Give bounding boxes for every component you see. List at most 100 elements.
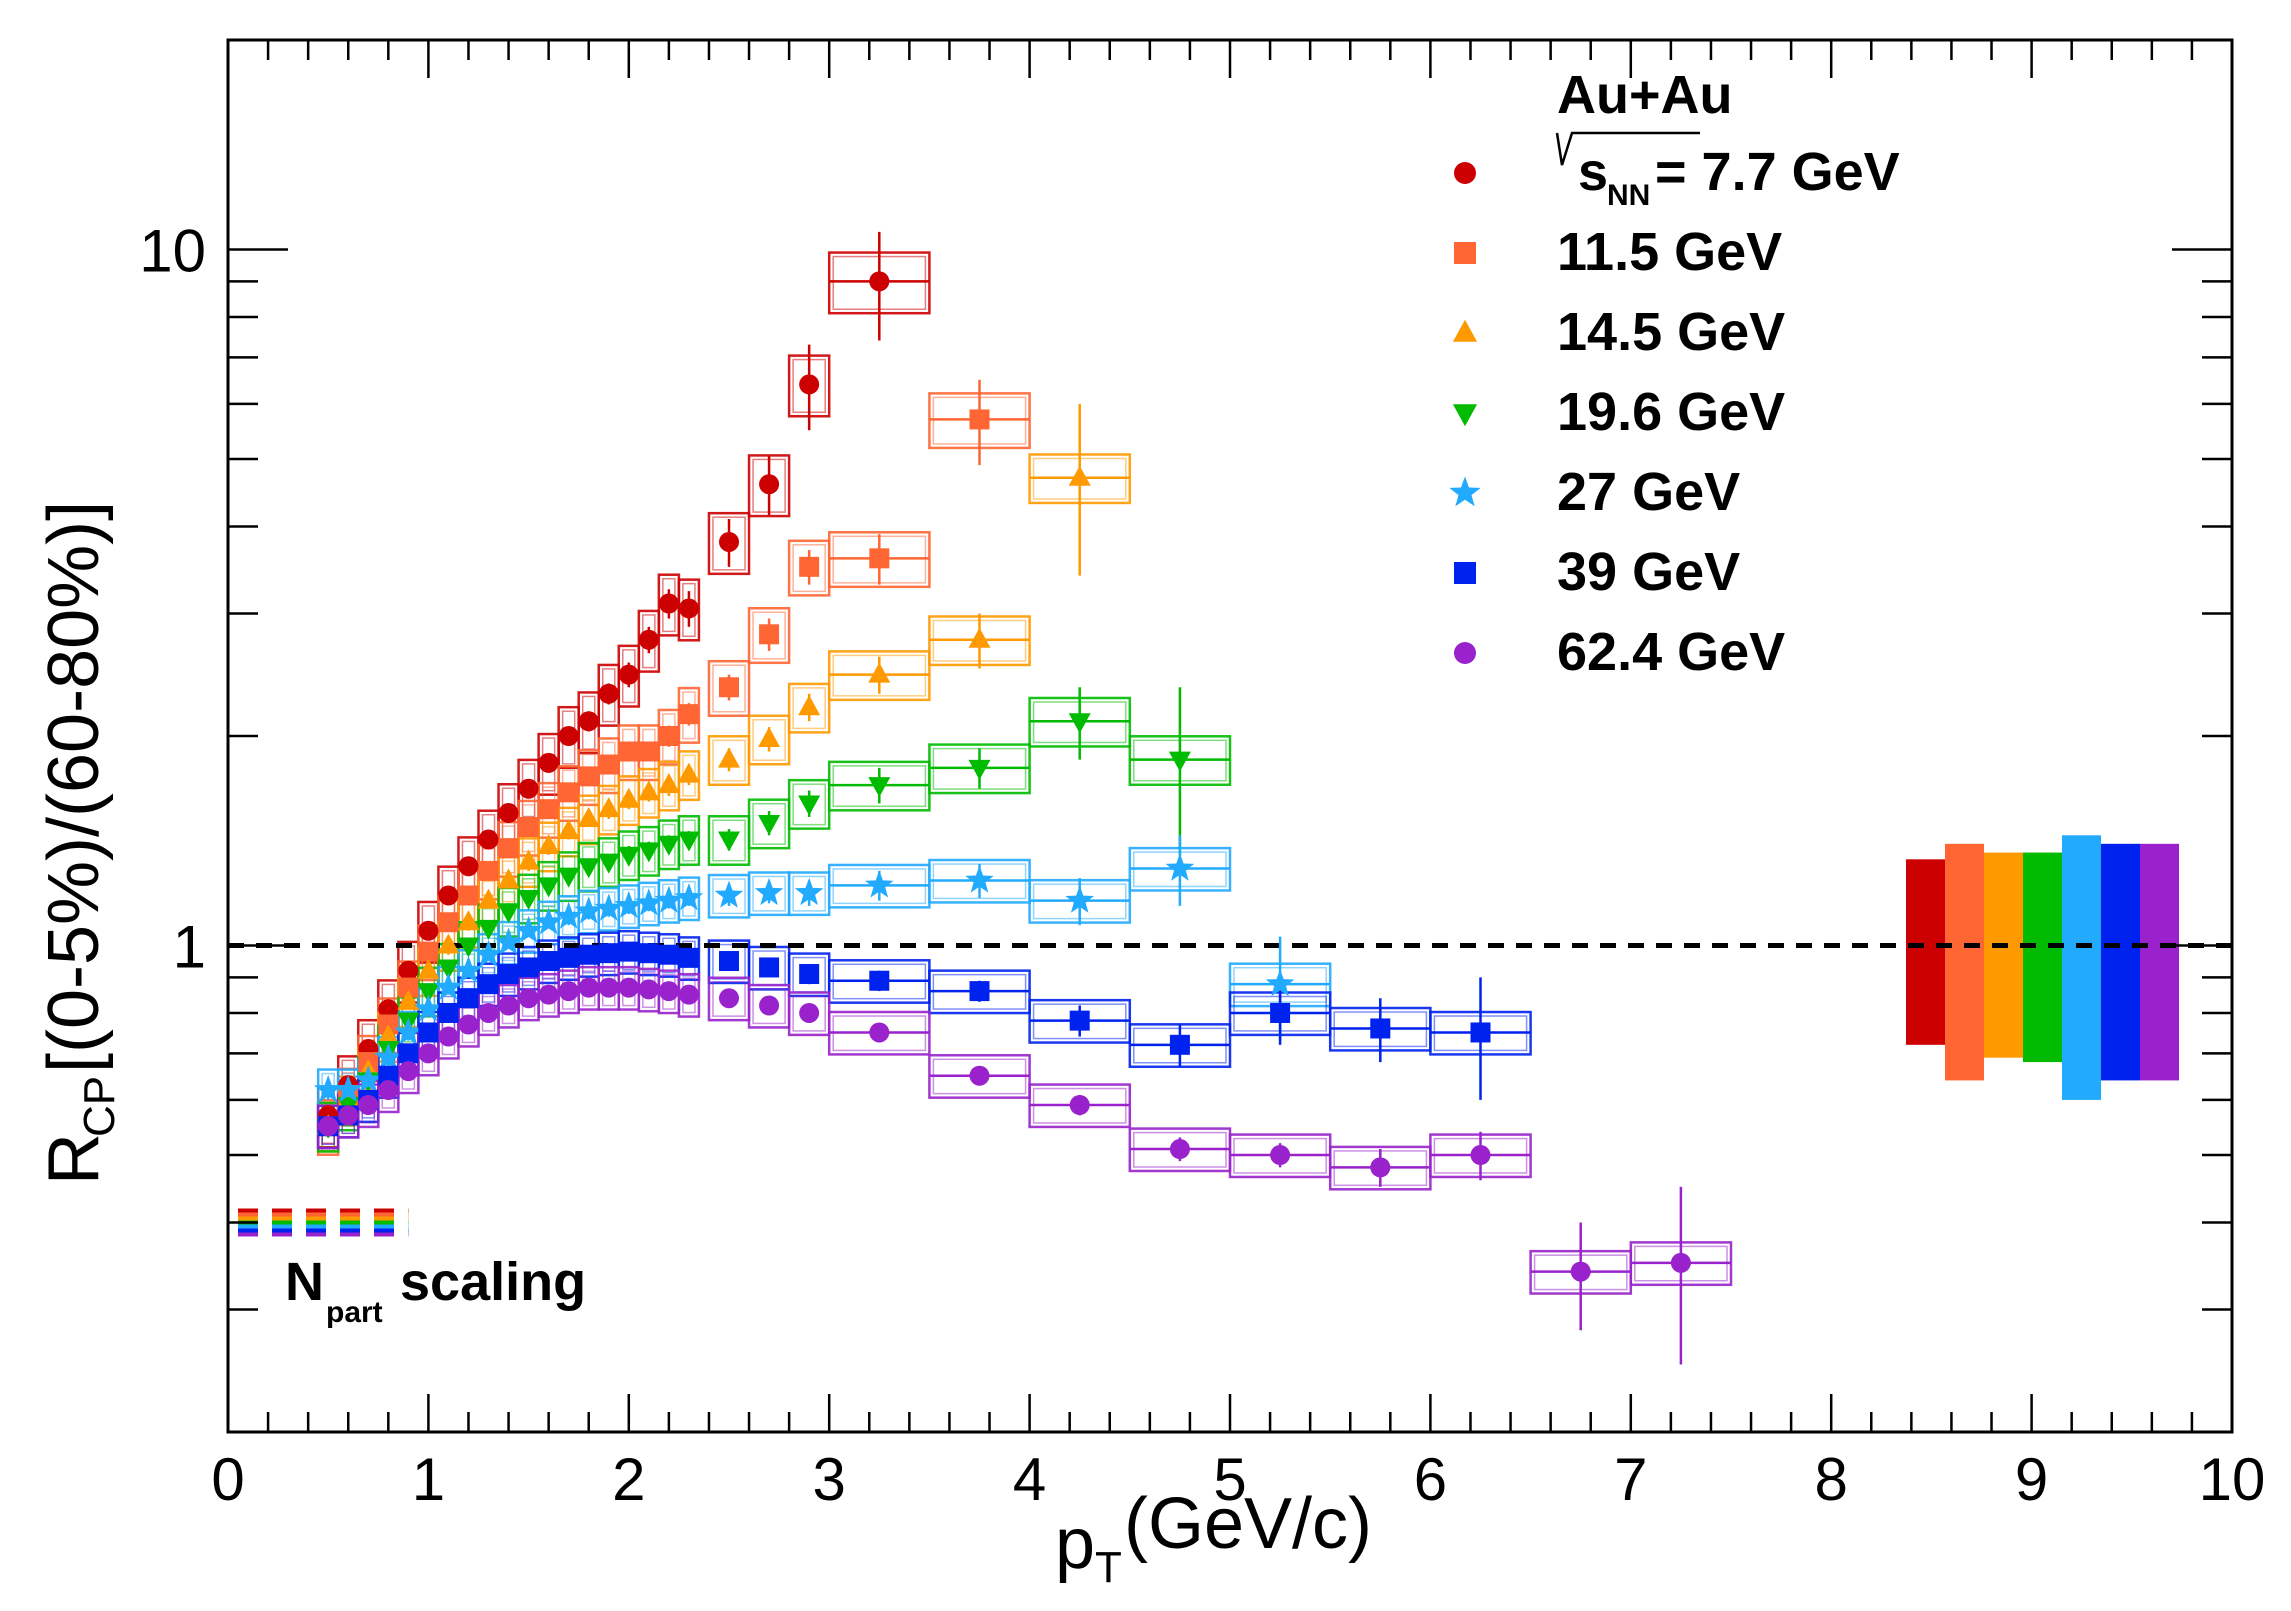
data-point bbox=[518, 957, 539, 978]
systematic-box-inner bbox=[752, 875, 786, 912]
x-tick-label: 9 bbox=[2015, 1446, 2048, 1513]
data-point bbox=[477, 888, 500, 909]
data-point bbox=[638, 943, 659, 964]
normalization-band bbox=[2140, 843, 2179, 1081]
data-point bbox=[377, 1024, 400, 1045]
y-axis-title-main: R bbox=[34, 1133, 114, 1185]
npart-label-rest: scaling bbox=[400, 1252, 586, 1312]
data-point bbox=[378, 999, 399, 1020]
data-point bbox=[518, 988, 539, 1009]
data-point bbox=[394, 1017, 423, 1045]
data-point bbox=[799, 964, 820, 985]
data-point bbox=[498, 964, 519, 985]
legend-sqrt-s-suffix: = 7.7 GeV bbox=[1655, 142, 1900, 202]
data-point bbox=[657, 773, 680, 794]
normalization-bands bbox=[1906, 835, 2179, 1100]
systematic-box-inner bbox=[792, 687, 826, 730]
data-point bbox=[418, 1022, 439, 1043]
systematic-box-inner bbox=[792, 544, 826, 593]
data-point bbox=[968, 759, 991, 780]
data-point bbox=[538, 951, 559, 972]
data-point bbox=[865, 870, 894, 898]
data-point bbox=[1470, 1022, 1491, 1043]
data-point bbox=[678, 984, 699, 1005]
data-point bbox=[1454, 642, 1476, 664]
legend-entry-3: 19.6 GeV bbox=[1557, 382, 1785, 442]
data-point bbox=[714, 880, 744, 908]
data-point bbox=[438, 1002, 459, 1023]
data-point bbox=[968, 627, 991, 648]
x-tick-label: 2 bbox=[612, 1446, 645, 1513]
systematic-box bbox=[677, 750, 701, 802]
data-point bbox=[758, 727, 781, 748]
data-point bbox=[338, 1105, 359, 1126]
data-point bbox=[1069, 1010, 1090, 1031]
data-point bbox=[598, 977, 619, 998]
systematic-box-inner bbox=[792, 783, 826, 826]
data-point bbox=[437, 933, 460, 954]
systematic-box bbox=[677, 815, 701, 866]
data-point bbox=[557, 867, 580, 888]
data-point bbox=[799, 556, 820, 577]
legend-entry-6: 62.4 GeV bbox=[1557, 622, 1785, 682]
npart-scaling-label: N part scaling bbox=[285, 1252, 586, 1329]
legend-sqrt-s: s bbox=[1578, 142, 1608, 202]
data-point bbox=[398, 960, 419, 981]
systematic-box-inner bbox=[712, 664, 746, 713]
data-point bbox=[598, 943, 619, 964]
data-point bbox=[457, 910, 480, 931]
data-point bbox=[638, 979, 659, 1000]
data-point bbox=[1470, 1145, 1491, 1166]
data-point bbox=[754, 877, 784, 906]
data-point bbox=[719, 951, 739, 972]
data-point bbox=[1454, 562, 1476, 584]
data-point bbox=[1265, 969, 1295, 997]
x-tick-label: 8 bbox=[1815, 1446, 1848, 1513]
data-point bbox=[618, 941, 639, 962]
systematic-box bbox=[677, 578, 701, 642]
normalization-band bbox=[1984, 852, 2023, 1058]
data-point bbox=[414, 994, 443, 1022]
data-point bbox=[418, 920, 439, 941]
data-point bbox=[417, 958, 440, 979]
x-tick-label: 5 bbox=[1213, 1446, 1246, 1513]
data-point bbox=[719, 531, 739, 552]
data-point bbox=[678, 704, 699, 725]
data-point bbox=[494, 927, 523, 955]
data-point bbox=[799, 1002, 820, 1023]
data-point bbox=[594, 893, 623, 921]
data-point bbox=[478, 829, 499, 850]
data-point bbox=[397, 989, 420, 1010]
data-point bbox=[578, 977, 599, 998]
data-point bbox=[677, 762, 700, 783]
data-point bbox=[969, 409, 990, 430]
data-point bbox=[868, 662, 891, 683]
data-point bbox=[354, 1065, 383, 1093]
data-point bbox=[534, 907, 563, 935]
data-point bbox=[537, 833, 560, 854]
npart-label-sub: part bbox=[326, 1296, 383, 1329]
data-point bbox=[497, 868, 520, 889]
y-axis-title-rest: [(0-5%)/(60-80%)] bbox=[34, 501, 114, 1073]
data-point bbox=[869, 271, 890, 292]
data-point bbox=[358, 1095, 379, 1116]
data-point bbox=[1370, 1018, 1391, 1039]
data-point bbox=[334, 1075, 363, 1103]
data-point bbox=[969, 1065, 990, 1086]
normalization-band bbox=[2062, 835, 2101, 1100]
npart-label-main: N bbox=[285, 1252, 324, 1312]
data-point bbox=[474, 939, 503, 967]
data-point bbox=[657, 835, 680, 856]
data-point bbox=[313, 1075, 343, 1103]
data-point bbox=[558, 981, 579, 1002]
data-point bbox=[1169, 1139, 1190, 1160]
data-point bbox=[637, 780, 660, 801]
data-point bbox=[438, 885, 459, 906]
legend-entry-2: 14.5 GeV bbox=[1557, 302, 1785, 362]
x-tick-label: 3 bbox=[813, 1446, 846, 1513]
data-point bbox=[1454, 242, 1476, 264]
data-point bbox=[518, 817, 539, 838]
data-point bbox=[1165, 853, 1195, 881]
data-point bbox=[497, 903, 520, 924]
data-point bbox=[418, 1043, 439, 1064]
